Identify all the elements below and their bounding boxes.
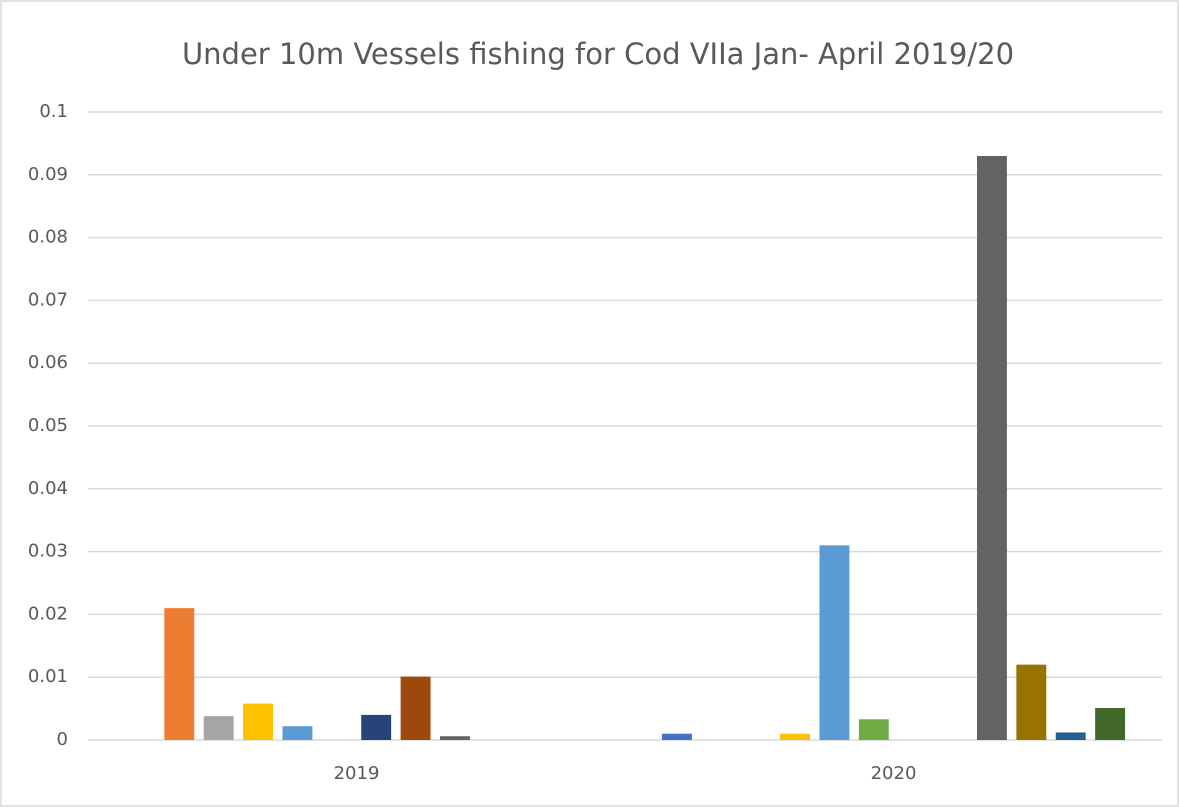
y-tick-label: 0.08: [28, 227, 68, 248]
y-tick-label: 0.06: [28, 352, 68, 373]
y-tick-label: 0.04: [28, 478, 68, 499]
y-tick-label: 0.02: [28, 603, 68, 624]
bar: [164, 608, 195, 740]
bar: [400, 676, 431, 740]
y-tick-label: 0.09: [28, 164, 68, 185]
bar: [439, 736, 470, 740]
y-tick-label: 0: [57, 729, 68, 750]
x-tick-label: 2020: [871, 763, 917, 784]
bar: [1095, 707, 1126, 740]
y-tick-label: 0.03: [28, 541, 68, 562]
y-tick-label: 0.01: [28, 666, 68, 687]
bar: [1055, 732, 1086, 740]
chart-title: Under 10m Vessels fishing for Cod VIIa J…: [182, 37, 1014, 71]
x-tick-label: 2019: [334, 763, 380, 784]
bar: [282, 726, 313, 740]
bar: [243, 703, 274, 740]
bar: [361, 714, 392, 740]
bar: [819, 545, 850, 740]
bar: [1016, 664, 1047, 740]
y-tick-label: 0.05: [28, 415, 68, 436]
y-tick-label: 0.07: [28, 289, 68, 310]
bar: [976, 155, 1007, 740]
bar: [858, 719, 889, 740]
bar: [661, 733, 692, 740]
bar: [780, 733, 811, 740]
bar: [203, 716, 234, 740]
y-tick-label: 0.1: [39, 101, 68, 122]
